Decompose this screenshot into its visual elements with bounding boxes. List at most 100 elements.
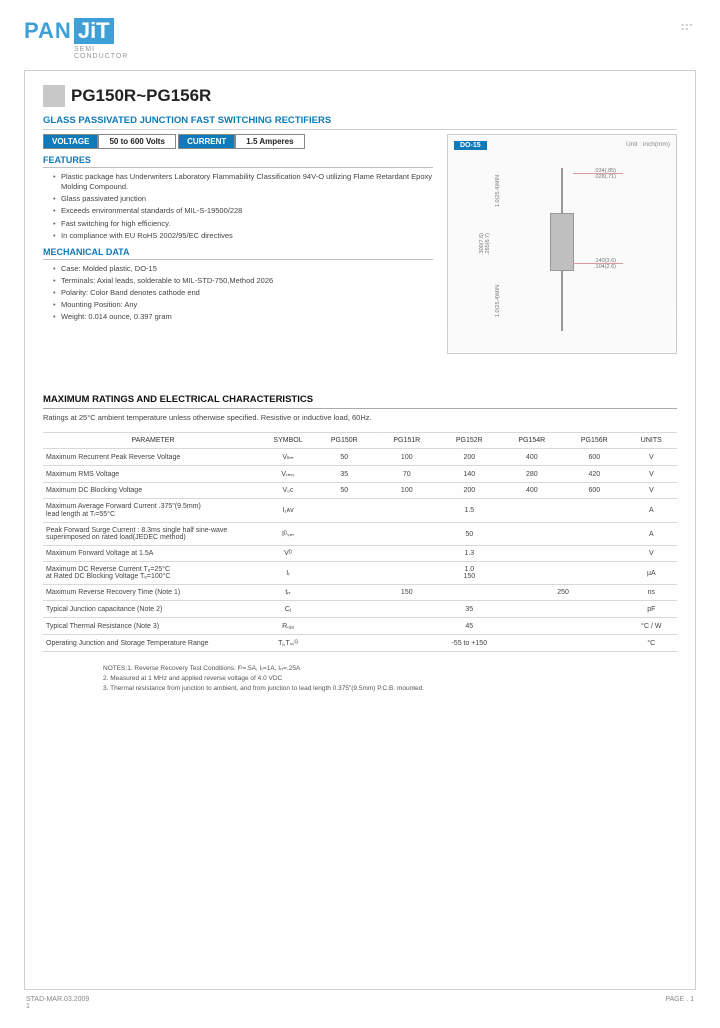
table-row: Maximum Average Forward Current .375"(9.… bbox=[43, 499, 677, 523]
param-cell: Maximum Reverse Recovery Time (Note 1) bbox=[43, 585, 263, 601]
unit-cell: V bbox=[626, 466, 677, 483]
table-row: Peak Forward Surge Current : 8.3ms singl… bbox=[43, 523, 677, 546]
dim-body-dia: .300(7.6) .265(6.7) bbox=[479, 233, 491, 255]
dim-lead-dia: .034(.85) .028(.71) bbox=[594, 168, 616, 180]
value-cell: 200 bbox=[438, 449, 501, 466]
table-row: Maximum Forward Voltage at 1.5AVᴰ1.3V bbox=[43, 546, 677, 562]
param-cell: Maximum DC Blocking Voltage bbox=[43, 483, 263, 499]
param-cell: Typical Junction capacitance (Note 2) bbox=[43, 601, 263, 618]
ratings-table: PARAMETERSYMBOLPG150RPG151RPG152RPG154RP… bbox=[43, 432, 677, 652]
unit-cell: ns bbox=[626, 585, 677, 601]
package-outline-box: DO-15 Unit : inch(mm) .034(.85) .028(.71… bbox=[447, 134, 677, 354]
package-unit: Unit : inch(mm) bbox=[626, 141, 670, 150]
table-row: Operating Junction and Storage Temperatu… bbox=[43, 635, 677, 652]
symbol-cell: Iᴰₛₘ bbox=[263, 523, 313, 546]
part-number: PG150R~PG156R bbox=[71, 86, 211, 106]
mechdata-heading: MECHANICAL DATA bbox=[43, 247, 433, 260]
value-cell: 420 bbox=[563, 466, 626, 483]
mechdata-item: Weight: 0.014 ounce, 0.397 gram bbox=[53, 312, 433, 322]
table-header: SYMBOL bbox=[263, 433, 313, 449]
value-cell: 140 bbox=[438, 466, 501, 483]
unit-cell: V bbox=[626, 483, 677, 499]
symbol-cell: I₁ᴀᴠ bbox=[263, 499, 313, 523]
logo-subtitle: SEMI CONDUCTOR bbox=[74, 46, 128, 60]
unit-cell: A bbox=[626, 499, 677, 523]
footer-corner: 1 bbox=[26, 1003, 696, 1010]
value-cell: 1.3 bbox=[313, 546, 626, 562]
symbol-cell: Vᴰ bbox=[263, 546, 313, 562]
symbol-cell: Vᵣₘₛ bbox=[263, 466, 313, 483]
unit-cell: V bbox=[626, 449, 677, 466]
value-cell: 50 bbox=[313, 449, 376, 466]
value-cell: 100 bbox=[376, 449, 439, 466]
dim-body-len: .140(3.6) .104(2.6) bbox=[594, 258, 616, 270]
symbol-cell: Iᵣ bbox=[263, 562, 313, 585]
mechdata-list: Case: Molded plastic, DO-15 Terminals: Ax… bbox=[43, 264, 433, 323]
table-header: PG156R bbox=[563, 433, 626, 449]
package-label: DO-15 bbox=[454, 141, 487, 150]
ratings-heading: MAXIMUM RATINGS AND ELECTRICAL CHARACTER… bbox=[43, 394, 677, 409]
voltage-tag: VOLTAGE bbox=[43, 134, 98, 149]
value-cell: 280 bbox=[501, 466, 564, 483]
symbol-cell: Vₗₗₘ bbox=[263, 449, 313, 466]
value-cell: 1.5 bbox=[313, 499, 626, 523]
title-block-icon bbox=[43, 85, 65, 107]
param-cell: Maximum Recurrent Peak Reverse Voltage bbox=[43, 449, 263, 466]
package-drawing: .034(.85) .028(.71) 1.0(25.4)MIN .300(7.… bbox=[454, 158, 670, 338]
spec-tags: VOLTAGE50 to 600 Volts CURRENT1.5 Ampere… bbox=[43, 134, 433, 149]
features-list: Plastic package has Underwriters Laborat… bbox=[43, 172, 433, 241]
unit-cell: °C / W bbox=[626, 618, 677, 635]
table-row: Maximum Reverse Recovery Time (Note 1)tᵣ… bbox=[43, 585, 677, 601]
value-cell: 45 bbox=[313, 618, 626, 635]
table-row: Typical Junction capacitance (Note 2)Cⱼ3… bbox=[43, 601, 677, 618]
unit-cell: A bbox=[626, 523, 677, 546]
mechdata-item: Case: Molded plastic, DO-15 bbox=[53, 264, 433, 274]
symbol-cell: V₀ᴄ bbox=[263, 483, 313, 499]
value-cell: 200 bbox=[438, 483, 501, 499]
feature-item: Plastic package has Underwriters Laborat… bbox=[53, 172, 433, 192]
param-cell: Typical Thermal Resistance (Note 3) bbox=[43, 618, 263, 635]
table-row: Maximum DC Reverse Current Tₑ=25°C at Ra… bbox=[43, 562, 677, 585]
page-header: PAN JiT SEMI CONDUCTOR ⠶⠂ bbox=[24, 18, 696, 60]
table-header: PARAMETER bbox=[43, 433, 263, 449]
unit-cell: pF bbox=[626, 601, 677, 618]
dim-lead-len: 1.0(25.4)MIN bbox=[495, 175, 501, 207]
current-tag: CURRENT bbox=[178, 134, 235, 149]
feature-item: Exceeds environmental standards of MIL-S… bbox=[53, 206, 433, 216]
table-header: PG151R bbox=[376, 433, 439, 449]
symbol-cell: R₀ⱼₐ bbox=[263, 618, 313, 635]
features-heading: FEATURES bbox=[43, 155, 433, 168]
note-line: 3. Thermal resistance from junction to a… bbox=[103, 684, 677, 694]
note-line: NOTES:1. Reverse Recovery Test Condition… bbox=[103, 664, 677, 674]
value-cell: 600 bbox=[563, 483, 626, 499]
value-cell: -55 to +150 bbox=[313, 635, 626, 652]
value-cell: 1.0 150 bbox=[313, 562, 626, 585]
value-cell: 400 bbox=[501, 449, 564, 466]
param-cell: Peak Forward Surge Current : 8.3ms singl… bbox=[43, 523, 263, 546]
unit-cell: µA bbox=[626, 562, 677, 585]
current-value: 1.5 Amperes bbox=[235, 134, 304, 149]
mechdata-item: Terminals: Axial leads, solderable to MI… bbox=[53, 276, 433, 286]
table-header: UNITS bbox=[626, 433, 677, 449]
table-header: PG152R bbox=[438, 433, 501, 449]
value-cell: 50 bbox=[313, 483, 376, 499]
datasheet-body: PG150R~PG156R GLASS PASSIVATED JUNCTION … bbox=[24, 70, 696, 990]
brand-logo: PAN JiT SEMI CONDUCTOR bbox=[24, 18, 128, 60]
value-cell: 400 bbox=[501, 483, 564, 499]
footer-right: PAGE . 1 bbox=[665, 996, 694, 1003]
part-title-row: PG150R~PG156R bbox=[43, 85, 677, 107]
unit-cell: °C bbox=[626, 635, 677, 652]
table-row: Maximum Recurrent Peak Reverse VoltageVₗ… bbox=[43, 449, 677, 466]
param-cell: Maximum Average Forward Current .375"(9.… bbox=[43, 499, 263, 523]
dim-lead-len2: 1.0(25.4)MIN bbox=[495, 285, 501, 317]
param-cell: Maximum RMS Voltage bbox=[43, 466, 263, 483]
table-header: PG154R bbox=[501, 433, 564, 449]
feature-item: Fast switching for high efficiency. bbox=[53, 219, 433, 229]
footer-left: STAD-MAR.03.2009 bbox=[26, 996, 89, 1003]
voltage-value: 50 to 600 Volts bbox=[98, 134, 175, 149]
ratings-subtitle: Ratings at 25°C ambient temperature unle… bbox=[43, 413, 677, 422]
value-cell: 35 bbox=[313, 466, 376, 483]
value-cell: 250 bbox=[501, 585, 626, 601]
table-row: Maximum DC Blocking VoltageV₀ᴄ5010020040… bbox=[43, 483, 677, 499]
note-line: 2. Measured at 1 MHz and applied reverse… bbox=[103, 674, 677, 684]
